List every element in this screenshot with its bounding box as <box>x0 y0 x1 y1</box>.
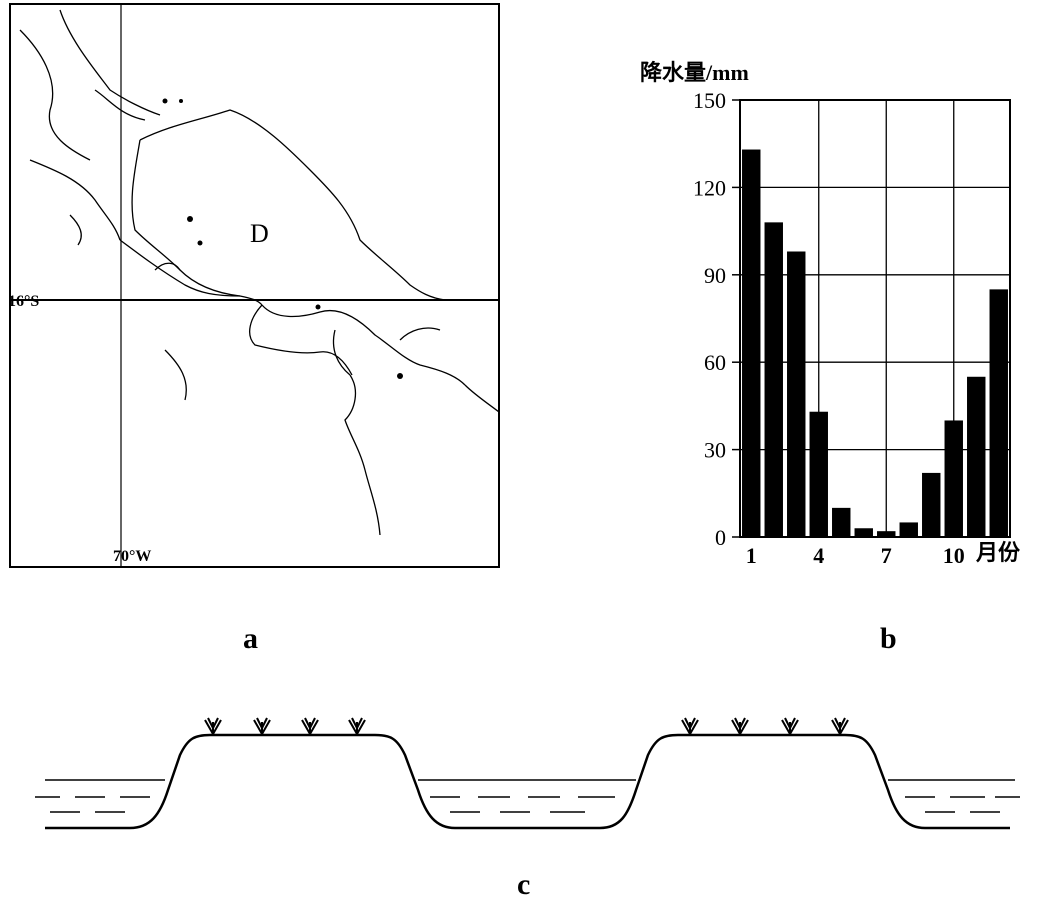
lake-outline <box>19 9 500 536</box>
map-frame <box>9 3 500 568</box>
precipitation-bar-month-3 <box>787 251 806 537</box>
island-markers <box>162 98 403 379</box>
y-tick-label: 120 <box>693 175 726 200</box>
x-tick-label: 7 <box>881 543 892 568</box>
latitude-label: 16°S <box>8 293 39 310</box>
panel-label-c: c <box>517 868 531 901</box>
precipitation-bar-month-10 <box>944 420 963 537</box>
lake-label: D <box>250 219 269 248</box>
y-tick-label: 90 <box>704 263 726 288</box>
y-tick-label: 0 <box>715 525 726 550</box>
precipitation-bar-month-5 <box>832 507 851 537</box>
water-dashes <box>35 796 1020 813</box>
precipitation-bar-month-1 <box>742 149 761 537</box>
x-tick-label: 1 <box>746 543 757 568</box>
precipitation-bar-month-9 <box>922 472 941 537</box>
panel-label-b: b <box>880 622 897 655</box>
y-axis-title: 降水量/mm <box>640 60 749 85</box>
precipitation-bar-month-4 <box>809 411 828 537</box>
terrain-profile <box>45 733 1010 830</box>
precipitation-bar-month-7 <box>877 531 896 537</box>
y-tick-label: 150 <box>693 88 726 113</box>
precipitation-bar-month-2 <box>764 222 783 538</box>
x-tick-label: 4 <box>813 543 824 568</box>
y-tick-label: 60 <box>704 350 726 375</box>
x-axis-title: 月份 <box>975 540 1021 565</box>
x-tick-label: 10 <box>943 543 965 568</box>
precipitation-bar-month-8 <box>899 522 918 537</box>
y-tick-label: 30 <box>704 438 726 463</box>
crop-plants <box>204 717 849 735</box>
panel-label-a: a <box>243 622 258 655</box>
precipitation-bar-month-6 <box>854 528 873 537</box>
longitude-label: 70°W <box>113 548 151 565</box>
chart-frame <box>739 99 1011 538</box>
precipitation-bar-month-12 <box>989 289 1008 537</box>
precipitation-bar-month-11 <box>967 376 986 537</box>
